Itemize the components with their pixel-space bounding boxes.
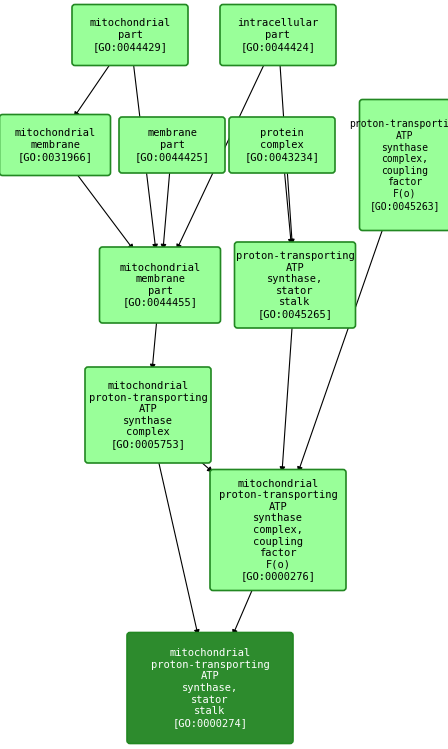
Text: proton-transporting
ATP
synthase
complex,
coupling
factor
F(o)
[GO:0045263]: proton-transporting ATP synthase complex… <box>349 119 448 210</box>
FancyBboxPatch shape <box>229 117 335 173</box>
Text: membrane
part
[GO:0044425]: membrane part [GO:0044425] <box>134 128 210 162</box>
FancyBboxPatch shape <box>0 115 111 175</box>
FancyBboxPatch shape <box>234 242 356 328</box>
Text: mitochondrial
membrane
part
[GO:0044455]: mitochondrial membrane part [GO:0044455] <box>119 263 201 307</box>
Text: mitochondrial
proton-transporting
ATP
synthase,
stator
stalk
[GO:0000274]: mitochondrial proton-transporting ATP sy… <box>151 648 269 728</box>
Text: intracellular
part
[GO:0044424]: intracellular part [GO:0044424] <box>237 19 319 52</box>
FancyBboxPatch shape <box>210 470 346 590</box>
FancyBboxPatch shape <box>85 367 211 463</box>
FancyBboxPatch shape <box>119 117 225 173</box>
Text: proton-transporting
ATP
synthase,
stator
stalk
[GO:0045265]: proton-transporting ATP synthase, stator… <box>236 251 354 319</box>
Text: mitochondrial
proton-transporting
ATP
synthase
complex,
coupling
factor
F(o)
[GO: mitochondrial proton-transporting ATP sy… <box>219 479 337 581</box>
FancyBboxPatch shape <box>220 4 336 65</box>
Text: mitochondrial
membrane
[GO:0031966]: mitochondrial membrane [GO:0031966] <box>14 128 95 162</box>
FancyBboxPatch shape <box>127 632 293 744</box>
Text: mitochondrial
part
[GO:0044429]: mitochondrial part [GO:0044429] <box>89 19 171 52</box>
FancyBboxPatch shape <box>72 4 188 65</box>
Text: protein
complex
[GO:0043234]: protein complex [GO:0043234] <box>245 128 319 162</box>
FancyBboxPatch shape <box>99 247 220 323</box>
FancyBboxPatch shape <box>359 100 448 231</box>
Text: mitochondrial
proton-transporting
ATP
synthase
complex
[GO:0005753]: mitochondrial proton-transporting ATP sy… <box>89 381 207 449</box>
